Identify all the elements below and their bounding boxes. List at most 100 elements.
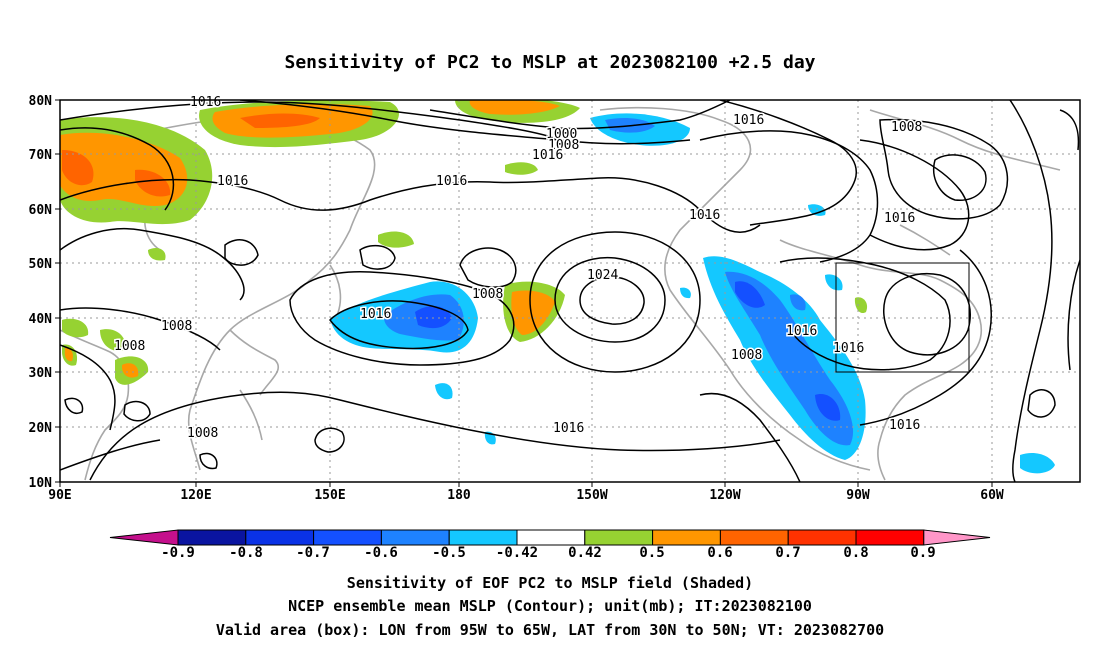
contour-label: 1016: [532, 148, 563, 163]
lat-label: 40N: [29, 312, 53, 327]
caption-line2: NCEP ensemble mean MSLP (Contour); unit(…: [288, 597, 812, 615]
shade-pos-midpacific-core: [511, 290, 555, 335]
map-frame: [59, 99, 1081, 483]
colorbar-label: 0.8: [843, 545, 868, 561]
lat-label: 20N: [29, 421, 53, 436]
mslp-contours: [60, 100, 1080, 482]
shade-pos-india2-core: [64, 347, 74, 362]
colorbar-swatch: [787, 529, 857, 546]
lat-label: 70N: [29, 148, 53, 163]
caption-line3: Valid area (box): LON from 95W to 65W, L…: [216, 621, 884, 639]
shade-pos-india1: [62, 318, 89, 338]
grid-lines: [60, 100, 1080, 482]
lat-label: 10N: [29, 476, 53, 491]
colorbar-label: -0.5: [432, 545, 466, 561]
colorbar-label: 0.6: [707, 545, 732, 561]
valid-area-box: [835, 262, 970, 373]
lat-label: 50N: [29, 257, 53, 272]
lon-label: 90E: [48, 488, 71, 503]
contour-labels: 1016 1016 1016 1000 1008 1016 1016 1016 …: [113, 94, 924, 443]
lon-label: 90W: [846, 488, 870, 503]
colorbar-label: -0.7: [296, 545, 330, 561]
colorbar-label: 0.7: [775, 545, 800, 561]
plot-title: Sensitivity of PC2 to MSLP at 2023082100…: [284, 52, 815, 73]
colorbar-swatch: [380, 529, 450, 546]
contour-label: 1008: [472, 287, 503, 302]
shade-pos-alaska: [505, 162, 538, 175]
caption-line1: Sensitivity of EOF PC2 to MSLP field (Sh…: [347, 574, 753, 592]
colorbar-swatch: [652, 529, 721, 546]
colorbar-swatch: [584, 529, 654, 546]
shade-neg-small2: [790, 294, 806, 311]
colorbar-swatch: [245, 529, 315, 546]
contour-label: 1016: [217, 174, 248, 189]
colorbar-label: 0.9: [910, 545, 935, 561]
colorbar-swatch: [313, 529, 382, 546]
contour-label: 1016: [786, 324, 817, 339]
contour-label: 1008: [891, 120, 922, 135]
tick-marks: [55, 99, 993, 487]
shade-neg-small6: [680, 287, 691, 299]
lat-label: 30N: [29, 366, 53, 381]
colorbar-swatch: [516, 529, 586, 546]
shade-neg-westus-max2: [815, 394, 841, 421]
colorbar-arrow-high: [923, 529, 991, 546]
lat-label: 80N: [29, 94, 53, 109]
lon-label: 60W: [980, 488, 1004, 503]
sensitivity-shading: [60, 100, 1055, 474]
shade-pos-bering-core: [469, 100, 560, 115]
lon-label: 120E: [180, 488, 211, 503]
colorbar-label: -0.8: [229, 545, 263, 561]
shade-pos-usa: [854, 297, 868, 314]
contour-label: 1016: [553, 421, 584, 436]
colorbar-labels: -0.9 -0.8 -0.7 -0.6 -0.5 -0.42 0.42 0.5 …: [161, 545, 936, 561]
shade-neg-pacific-max: [415, 306, 452, 329]
lon-label: 150E: [314, 488, 345, 503]
shade-pos-china1: [100, 329, 126, 351]
shade-neg-small5: [808, 204, 826, 216]
shade-pos-arctic-max: [240, 113, 320, 128]
colorbar-label: 0.5: [639, 545, 664, 561]
contour-label: 1016: [733, 113, 764, 128]
colorbar-boxes: [109, 529, 991, 546]
contour-label: 1024: [587, 268, 618, 283]
map-background: [60, 100, 1080, 482]
contour-label: 1016: [884, 211, 915, 226]
map-panel: 1016 1016 1016 1000 1008 1016 1016 1016 …: [29, 94, 1081, 503]
colorbar-label: -0.6: [364, 545, 398, 561]
lon-label: 150W: [576, 488, 607, 503]
lon-label: 180: [447, 488, 471, 503]
colorbar: -0.9 -0.8 -0.7 -0.6 -0.5 -0.42 0.42 0.5 …: [109, 529, 991, 561]
contour-label: 1016: [190, 95, 221, 110]
contour-label: 1016: [833, 341, 864, 356]
shade-pos-china2-core: [122, 363, 139, 378]
captions: Sensitivity of EOF PC2 to MSLP field (Sh…: [216, 574, 884, 639]
colorbar-label: -0.42: [496, 545, 538, 561]
contour-label: 1016: [436, 174, 467, 189]
colorbar-swatch: [719, 529, 789, 546]
colorbar-swatch: [448, 529, 518, 546]
lon-label: 120W: [709, 488, 740, 503]
shade-pos-siberia-max2: [135, 169, 171, 197]
contour-label: 1008: [161, 319, 192, 334]
shade-pos-tibet: [148, 248, 166, 261]
shade-neg-westus-max1: [735, 281, 765, 308]
shade-pos-siberia-max1: [62, 150, 94, 186]
contour-label: 1008: [114, 339, 145, 354]
colorbar-label: -0.9: [161, 545, 195, 561]
colorbar-swatch: [855, 529, 925, 546]
colorbar-arrow-low: [109, 529, 179, 546]
lat-label: 60N: [29, 203, 53, 218]
colorbar-swatch: [177, 529, 247, 546]
contour-label: 1008: [187, 426, 218, 441]
colorbar-label: 0.42: [568, 545, 602, 561]
latitude-labels: 10N 20N 30N 40N 50N 60N 70N 80N: [29, 94, 53, 491]
shade-neg-small1: [825, 274, 843, 291]
shade-neg-small3: [435, 383, 453, 400]
shade-pos-pacific-small: [378, 231, 414, 248]
contour-label: 1016: [889, 418, 920, 433]
contour-label: 1008: [731, 348, 762, 363]
shade-neg-atlantic: [1020, 453, 1055, 474]
contour-label: 1008: [548, 138, 579, 153]
